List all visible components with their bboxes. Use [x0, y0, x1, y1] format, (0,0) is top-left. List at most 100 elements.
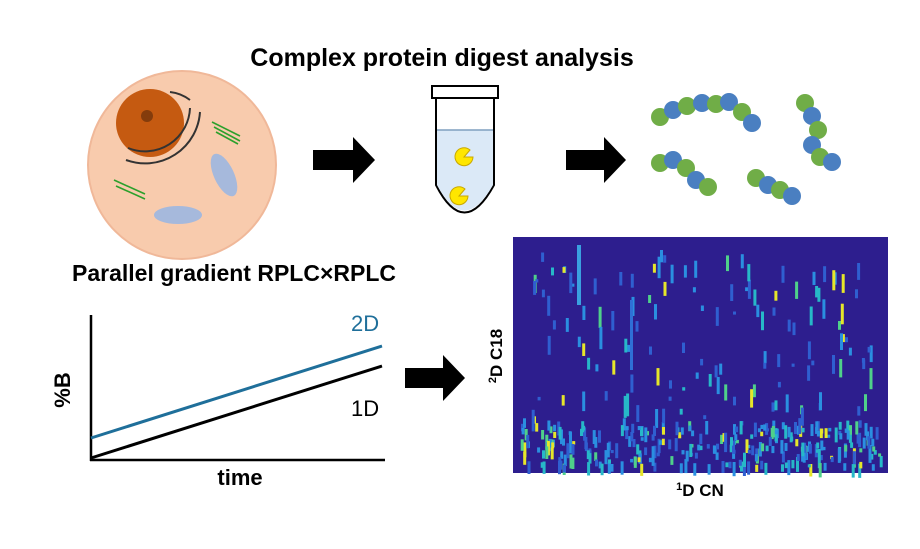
label-text: D C18 — [487, 329, 506, 377]
heatmap-cell — [732, 440, 735, 454]
heatmap-cell — [845, 337, 848, 343]
heatmap-cell — [689, 443, 693, 457]
heatmap-cell — [729, 444, 733, 453]
heatmap-cell — [604, 450, 608, 465]
heatmap-cell — [537, 447, 541, 453]
heatmap-cell — [695, 372, 699, 379]
heatmap-cell — [770, 427, 774, 440]
heatmap-cell — [611, 311, 615, 331]
heatmap-cell — [839, 433, 843, 440]
heatmap-cell — [857, 406, 861, 416]
heatmap-cell — [582, 391, 586, 412]
heatmap-cell — [732, 462, 736, 477]
heatmap-cell — [716, 377, 720, 395]
heatmap-cell — [640, 463, 644, 476]
heatmap-cell — [669, 380, 672, 389]
heatmap-cell — [763, 362, 767, 369]
peptides — [651, 93, 841, 205]
heatmap-cell — [652, 263, 656, 273]
heatmap-cell — [620, 425, 624, 437]
heatmap-cell — [553, 431, 557, 438]
heatmap-cell — [730, 284, 734, 301]
heatmap-cell — [768, 436, 772, 446]
heatmap-cell — [550, 447, 554, 460]
heatmap-cell — [862, 437, 866, 449]
heatmap-cell — [569, 272, 573, 294]
heatmap-cell — [848, 347, 852, 356]
heatmap-cell — [706, 444, 710, 449]
tube — [431, 85, 499, 214]
heatmap-cell — [658, 440, 662, 445]
heatmap-cell — [595, 364, 599, 372]
heatmap-cell — [734, 434, 738, 441]
heatmap-cell — [819, 455, 823, 461]
heatmap-cell — [733, 396, 736, 406]
heatmap-cell — [872, 446, 876, 452]
heatmap-cell — [781, 451, 785, 463]
heatmap-cell — [823, 462, 827, 471]
heatmap-cell — [818, 463, 822, 478]
heatmap-cell — [747, 264, 751, 282]
heatmap-cell — [758, 442, 762, 457]
heatmap-cell — [653, 425, 656, 436]
bead — [743, 114, 761, 132]
heatmap-cell — [721, 461, 725, 473]
heatmap-cell — [680, 427, 684, 435]
heatmap-cell — [604, 391, 608, 401]
heatmap-cell — [715, 307, 719, 326]
heatmap-cell — [796, 457, 799, 472]
heatmap-cell — [846, 420, 850, 432]
heatmap-cell — [801, 427, 805, 433]
heatmap-cell — [683, 265, 687, 278]
heatmap-cell — [857, 263, 861, 280]
heatmap-cell — [837, 448, 841, 463]
heatmap-cell — [875, 427, 879, 440]
heatmap-cell — [873, 450, 877, 455]
heatmap-cell — [668, 439, 672, 450]
heatmap-cell — [761, 443, 765, 452]
heatmap-cell — [547, 335, 551, 355]
heatmap-cell — [822, 446, 826, 451]
heatmap-cell — [646, 431, 649, 436]
heatmap-cell — [581, 421, 585, 433]
heatmap-cell — [747, 450, 751, 454]
arrows — [313, 137, 626, 401]
heatmap-cell — [595, 459, 598, 467]
heatmap-cell — [870, 453, 874, 460]
heatmap-cell — [738, 459, 742, 466]
heatmap-cell — [745, 439, 749, 453]
bead — [823, 153, 841, 171]
heatmap-cell — [640, 437, 644, 441]
heatmap-cell — [753, 289, 757, 306]
heatmap-cell — [523, 442, 527, 458]
heatmap-cell — [610, 464, 614, 472]
bead — [809, 121, 827, 139]
heatmap-cell — [815, 449, 819, 453]
heatmap-cell — [599, 326, 603, 350]
heatmap-cell — [551, 442, 555, 449]
heatmap-cell — [864, 423, 868, 436]
heatmap-cell — [679, 463, 683, 474]
heatmap-cell — [694, 260, 698, 278]
heatmap-cell — [692, 287, 696, 293]
heatmap-cell — [640, 427, 643, 437]
heatmap-cell — [858, 420, 862, 428]
heatmap-cell — [653, 445, 657, 459]
heatmap-cell — [755, 464, 759, 472]
heatmap-cell — [840, 303, 844, 325]
heatmap-cell — [858, 432, 862, 448]
heatmap-cell — [878, 453, 882, 457]
heatmap-cell — [520, 439, 524, 451]
heatmap-cell — [535, 423, 539, 432]
heatmap-cell — [598, 306, 602, 328]
heatmap-cell — [535, 279, 539, 283]
heatmap-cell — [568, 431, 572, 435]
heatmap-cell — [552, 320, 556, 330]
heatmap-cell — [593, 278, 597, 295]
heatmap-cell — [808, 443, 812, 454]
heatmap-cell — [569, 454, 573, 469]
heatmap-cell — [852, 451, 856, 465]
heatmap-cell — [774, 428, 778, 442]
y-axis-label: %B — [50, 372, 75, 407]
heatmap-cell — [626, 393, 630, 417]
